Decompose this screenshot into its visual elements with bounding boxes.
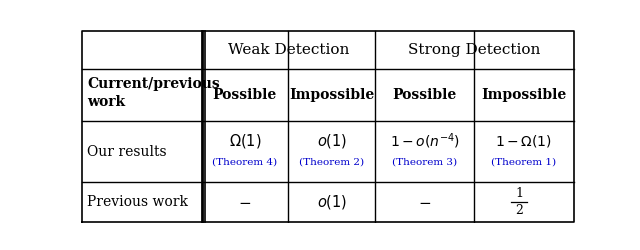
Text: Impossible: Impossible — [289, 88, 374, 102]
Text: $1 - \Omega(1)$: $1 - \Omega(1)$ — [495, 133, 552, 149]
Text: (Theorem 1): (Theorem 1) — [492, 158, 557, 167]
Text: Impossible: Impossible — [481, 88, 566, 102]
Text: Strong Detection: Strong Detection — [408, 43, 541, 57]
Text: (Theorem 4): (Theorem 4) — [212, 158, 278, 167]
Text: $1 - o(n^{-4})$: $1 - o(n^{-4})$ — [390, 131, 460, 151]
Text: $\Omega(1)$: $\Omega(1)$ — [228, 132, 261, 150]
Text: Our results: Our results — [88, 145, 167, 159]
Text: Possible: Possible — [392, 88, 457, 102]
Text: $-$: $-$ — [238, 194, 252, 209]
Text: $o(1)$: $o(1)$ — [317, 132, 347, 150]
Text: $o(1)$: $o(1)$ — [317, 193, 347, 211]
Text: Possible: Possible — [212, 88, 277, 102]
Text: (Theorem 2): (Theorem 2) — [299, 158, 364, 167]
Text: Current/previous
work: Current/previous work — [88, 77, 220, 109]
Text: (Theorem 3): (Theorem 3) — [392, 158, 458, 167]
Text: Previous work: Previous work — [88, 195, 188, 209]
Text: 1: 1 — [515, 187, 523, 200]
Text: 2: 2 — [515, 204, 523, 217]
Text: $-$: $-$ — [418, 194, 431, 209]
Text: Weak Detection: Weak Detection — [228, 43, 349, 57]
